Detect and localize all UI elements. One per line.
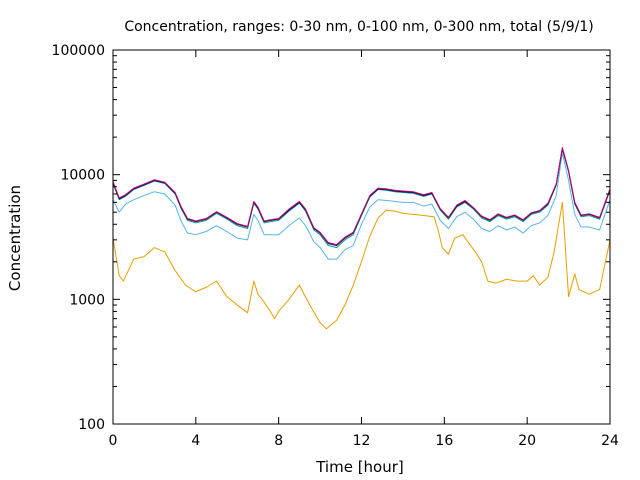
series-line-4 [112,147,611,247]
x-tick-label: 12 [353,433,371,449]
y-tick-label: 1000 [69,292,105,308]
x-tick-label: 8 [274,433,283,449]
series-line-1 [112,201,611,330]
y-tick-label: 10000 [60,168,105,184]
chart-title: Concentration, ranges: 0-30 nm, 0-100 nm… [124,19,593,35]
x-tick-label: 16 [435,433,453,449]
series-line-5 [112,147,611,246]
x-tick-label: 4 [191,433,200,449]
series-line-2 [112,152,611,260]
y-tick-label: 100000 [52,43,105,59]
x-axis-label: Time [hour] [315,458,404,476]
x-tick-label: 20 [518,433,536,449]
x-tick-label: 24 [601,433,619,449]
plot-frame [112,49,611,425]
x-tick-label: 0 [109,433,118,449]
y-tick-label: 100 [78,417,105,433]
y-axis-label: Concentration [6,185,24,291]
plot-area: 0 4 8 12 16 20 24 100 1000 10000 100000 [52,43,619,449]
